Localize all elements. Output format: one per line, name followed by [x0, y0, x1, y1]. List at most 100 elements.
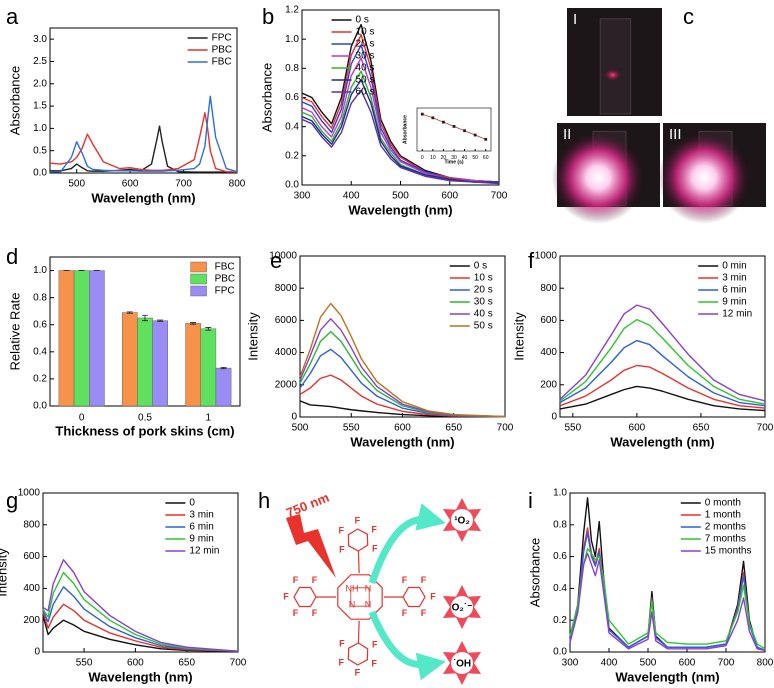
- legend-label: PBC: [215, 274, 236, 285]
- y-axis-label: Intensity: [0, 548, 9, 597]
- aryl-ring: [293, 586, 317, 608]
- y-tick-label: 4000: [275, 347, 298, 358]
- x-tick-label: 0.5: [138, 413, 152, 424]
- y-tick-label: 1.0: [33, 265, 47, 276]
- series-marker: [452, 125, 456, 128]
- y-axis-label: Absorbance: [7, 66, 22, 135]
- y-axis-label: Absorbance: [402, 115, 408, 144]
- y-tick-label: 200: [540, 379, 557, 390]
- x-tick-label: 550: [76, 658, 93, 669]
- atom-label: F: [355, 667, 361, 677]
- legend-label: 0 min: [722, 261, 746, 272]
- atom-label: F: [372, 543, 378, 553]
- y-tick-label: 0: [291, 412, 297, 423]
- y-tick-label: 0.4: [553, 583, 567, 594]
- x-axis-label: Wavelength (nm): [91, 190, 195, 205]
- x-tick-label: 650: [178, 658, 195, 669]
- series-line: [49, 95, 238, 173]
- x-tick-label: 60: [483, 155, 489, 161]
- legend-swatch: [190, 285, 207, 297]
- error-bar: [142, 314, 148, 322]
- atom-label: F: [371, 658, 377, 668]
- series-line: [50, 125, 237, 173]
- lightning: [286, 514, 336, 578]
- y-tick-label: 0.5: [33, 145, 47, 156]
- bar: [73, 270, 90, 407]
- aryl-ring: [347, 642, 369, 666]
- legend-label: 30 s: [474, 297, 493, 308]
- x-tick-label: 600: [629, 423, 646, 434]
- y-tick-label: 1000: [18, 488, 41, 499]
- panel-label: d: [6, 244, 18, 269]
- y-tick-label: 1.0: [553, 488, 567, 499]
- x-tick-label: 600: [127, 658, 144, 669]
- y-tick-label: 1.2: [285, 5, 299, 16]
- legend-label: 9 min: [189, 534, 213, 545]
- y-tick-label: 2.5: [33, 56, 47, 67]
- atom-label: F: [312, 575, 318, 585]
- ros-label: ˙OH: [453, 659, 471, 670]
- y-tick-label: 0.4: [285, 121, 299, 132]
- atom-label: N: [365, 599, 372, 609]
- x-tick-label: 800: [229, 179, 246, 190]
- y-tick-label: 3.0: [33, 34, 47, 45]
- x-tick-label: 300: [562, 658, 579, 669]
- y-tick-label: 2.0: [33, 78, 47, 89]
- y-axis-label: Relative Rate: [7, 292, 22, 370]
- legend-label: 3 min: [189, 510, 213, 521]
- x-axis-label: Time (s): [444, 159, 463, 165]
- legend-label: 12 min: [722, 309, 752, 320]
- legend-label: FBC: [212, 57, 232, 68]
- series-line: [559, 385, 766, 412]
- x-tick-label: 30: [451, 155, 457, 161]
- bond: [357, 620, 360, 644]
- legend-label: 60 s: [356, 87, 375, 98]
- series-line: [559, 318, 766, 405]
- atom-label: N: [349, 599, 356, 609]
- ros-core: [451, 652, 473, 674]
- x-tick-label: 20: [441, 155, 447, 161]
- atom-label: F: [338, 657, 344, 667]
- y-tick-label: 10000: [269, 251, 297, 262]
- panel-label: g: [6, 488, 18, 513]
- x-axis-label: Wavelength (nm): [615, 669, 719, 684]
- light-label: 750 nm: [284, 490, 331, 521]
- atom-label: F: [283, 591, 289, 601]
- series-line: [301, 89, 500, 185]
- bar: [89, 270, 105, 407]
- series-line: [299, 374, 506, 418]
- x-tick-label: 700: [175, 179, 192, 190]
- aryl-ring: [402, 586, 426, 608]
- y-tick-label: 0.6: [553, 551, 567, 562]
- y-tick-label: 1.5: [33, 101, 47, 112]
- y-axis-label: Absorbance: [527, 538, 542, 607]
- series-marker: [420, 112, 424, 116]
- glow: [657, 131, 751, 224]
- series-marker: [463, 129, 466, 133]
- legend-label: 20 s: [474, 285, 493, 296]
- x-tick-label: 700: [757, 423, 774, 434]
- x-axis-label: Wavelength (nm): [350, 434, 454, 449]
- x-tick-label: 600: [122, 179, 139, 190]
- series-marker: [484, 137, 488, 141]
- series-marker: [431, 116, 435, 120]
- x-axis-label: Wavelength (nm): [88, 669, 192, 684]
- y-tick-label: 0.4: [33, 346, 47, 357]
- plot-frame: [301, 9, 500, 186]
- y-tick-label: 6000: [275, 315, 298, 326]
- error-bar: [190, 322, 197, 325]
- legend-label: 6 min: [189, 522, 213, 533]
- series-line: [299, 330, 506, 418]
- y-tick-label: 1.0: [33, 123, 47, 134]
- y-tick-label: 0.6: [285, 92, 299, 103]
- x-tick-label: 500: [392, 191, 409, 202]
- plot-frame: [416, 107, 492, 152]
- series-line: [559, 364, 766, 409]
- bar: [215, 367, 232, 407]
- ros-label: ¹O₂: [454, 516, 470, 527]
- x-tick-label: 0: [79, 413, 85, 424]
- series-line: [42, 571, 239, 652]
- series-line: [569, 547, 766, 650]
- y-tick-label: 0.8: [33, 292, 47, 303]
- panel-label: c: [683, 4, 694, 29]
